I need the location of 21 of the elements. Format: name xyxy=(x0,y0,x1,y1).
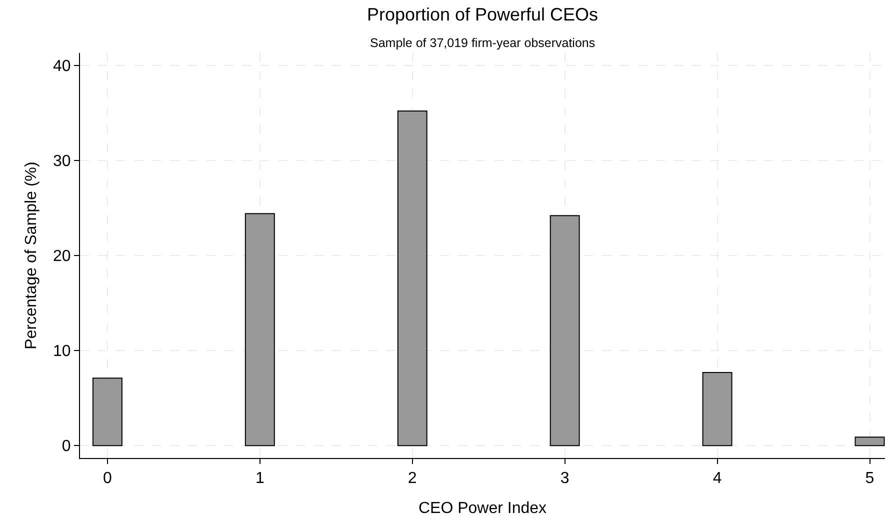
x-tick-label: 5 xyxy=(865,470,874,488)
y-tick-label: 40 xyxy=(53,58,71,75)
y-tick-label: 0 xyxy=(62,438,71,456)
bar xyxy=(92,378,122,446)
x-tick-label: 1 xyxy=(255,470,264,488)
x-tick-label: 4 xyxy=(712,470,722,488)
y-tick-label: 10 xyxy=(53,343,71,360)
y-tick-label: 20 xyxy=(53,248,71,266)
chart-subtitle: Sample of 37,019 firm-year observations xyxy=(370,36,596,50)
x-tick-label: 2 xyxy=(408,470,417,488)
y-axis-title: Percentage of Sample (%) xyxy=(22,162,40,350)
bar xyxy=(397,110,428,446)
bar xyxy=(244,213,275,446)
bar xyxy=(550,215,580,446)
x-tick-label: 0 xyxy=(102,470,112,488)
x-tick-label: 3 xyxy=(560,470,570,488)
chart-title: Proportion of Powerful CEOs xyxy=(366,4,598,24)
y-tick-label: 30 xyxy=(53,153,71,170)
bar xyxy=(854,436,885,446)
bar xyxy=(702,372,732,446)
x-axis-title: CEO Power Index xyxy=(418,500,547,517)
